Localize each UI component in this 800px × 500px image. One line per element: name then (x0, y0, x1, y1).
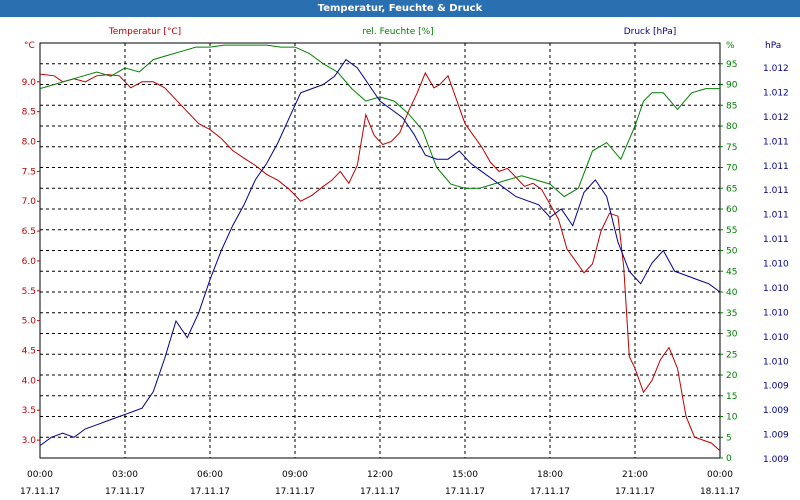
humidity-unit: % (726, 41, 735, 51)
x-tick-date: 18.11.17 (700, 487, 740, 497)
x-tick-time: 15:00 (452, 470, 478, 480)
humidity-tick-label: 25 (726, 350, 737, 360)
x-tick-date: 17.11.17 (275, 487, 315, 497)
humidity-tick-label: 50 (726, 247, 738, 257)
temperature-tick-label: 6.0 (22, 257, 37, 267)
pressure-tick-label: 1.010 (763, 357, 789, 367)
humidity-tick-label: 40 (726, 288, 738, 298)
temperature-tick-label: 5.0 (22, 317, 37, 327)
chart-title: Temperatur, Feuchte & Druck (0, 0, 800, 17)
pressure-tick-label: 1.010 (763, 260, 789, 270)
x-tick-time: 03:00 (112, 470, 138, 480)
temperature-tick-label: 4.0 (22, 376, 37, 386)
x-tick-time: 00:00 (707, 470, 733, 480)
grid-lines (40, 43, 720, 458)
series-line-temperature (39, 71, 721, 452)
pressure-tick-label: 1.011 (763, 186, 789, 196)
x-tick-time: 21:00 (622, 470, 648, 480)
pressure-tick-label: 1.009 (763, 406, 789, 416)
x-tick-date: 17.11.17 (105, 487, 145, 497)
temperature-unit: °C (24, 41, 35, 51)
humidity-tick-label: 65 (726, 184, 737, 194)
humidity-tick-label: 0 (726, 454, 732, 464)
humidity-tick-label: 30 (726, 330, 738, 340)
x-tick-time: 12:00 (367, 470, 393, 480)
pressure-axis: 1.012 1.012 1.012 1.011 1.011 1.011 1.011 1.011… (763, 41, 789, 465)
x-tick-date: 17.11.17 (20, 487, 60, 497)
pressure-tick-label: 1.011 (763, 137, 789, 147)
humidity-axis: 0 5 10 15 20 25 30 35 40 45 50 55 60 65 70 75 80 85 90 95% (720, 41, 738, 464)
x-tick-date: 17.11.17 (530, 487, 570, 497)
temperature-axis: 3.0 3.5 4.0 4.5 5.0 5.5 6.0 6.5 7.0 7.5 8.0 8.5 9.0 °… (22, 41, 40, 446)
legend-temperature: Temperatur [°C] (108, 27, 181, 37)
x-axis: 00:00 17.11.17 03:00 17.11.17 06:00 17.11.17 0… (20, 470, 740, 497)
legend-pressure: Druck [hPa] (624, 27, 677, 37)
pressure-unit: hPa (765, 41, 781, 51)
x-tick-date: 17.11.17 (360, 487, 400, 497)
humidity-tick-label: 20 (726, 371, 738, 381)
pressure-tick-label: 1.011 (763, 235, 789, 245)
temperature-tick-label: 4.5 (22, 347, 36, 357)
humidity-tick-label: 95 (726, 60, 737, 70)
temperature-tick-label: 7.5 (22, 167, 36, 177)
x-tick-date: 17.11.17 (445, 487, 485, 497)
temperature-tick-label: 6.5 (22, 227, 36, 237)
humidity-tick-label: 90 (726, 81, 738, 91)
x-tick-date: 17.11.17 (615, 487, 655, 497)
pressure-tick-label: 1.012 (763, 88, 789, 98)
temperature-tick-label: 7.0 (22, 197, 37, 207)
series-line-humidity (39, 44, 720, 198)
chart-area: 00:00 17.11.17 03:00 17.11.17 06:00 17.11.17 0… (20, 27, 789, 497)
pressure-tick-label: 1.009 (763, 431, 789, 441)
humidity-tick-label: 35 (726, 309, 737, 319)
pressure-tick-label: 1.011 (763, 211, 789, 221)
legend-humidity: rel. Feuchte [%] (362, 27, 433, 37)
series-line-pressure (39, 58, 721, 447)
series-lines (39, 44, 721, 452)
temperature-tick-label: 9.0 (22, 78, 37, 88)
x-tick-time: 00:00 (27, 470, 53, 480)
pressure-tick-label: 1.011 (763, 162, 789, 172)
humidity-tick-label: 85 (726, 101, 737, 111)
temperature-tick-label: 3.5 (22, 406, 36, 416)
x-tick-date: 17.11.17 (190, 487, 230, 497)
pressure-tick-label: 1.012 (763, 64, 789, 74)
x-tick-time: 09:00 (282, 470, 308, 480)
pressure-tick-label: 1.010 (763, 333, 789, 343)
humidity-tick-label: 70 (726, 164, 738, 174)
humidity-tick-label: 60 (726, 205, 738, 215)
humidity-tick-label: 10 (726, 413, 738, 423)
humidity-tick-label: 75 (726, 143, 737, 153)
pressure-tick-label: 1.009 (763, 382, 789, 392)
x-tick-time: 06:00 (197, 470, 223, 480)
pressure-tick-label: 1.009 (763, 455, 789, 465)
temperature-tick-label: 8.5 (22, 108, 36, 118)
humidity-tick-label: 5 (726, 433, 732, 443)
humidity-tick-label: 55 (726, 226, 737, 236)
pressure-tick-label: 1.012 (763, 113, 789, 123)
humidity-tick-label: 45 (726, 267, 737, 277)
x-tick-time: 18:00 (537, 470, 563, 480)
legend: Temperatur [°C] rel. Feuchte [%] Druck [hP… (108, 27, 676, 37)
temperature-tick-label: 8.0 (22, 138, 37, 148)
pressure-tick-label: 1.010 (763, 308, 789, 318)
temperature-tick-label: 5.5 (22, 287, 36, 297)
humidity-tick-label: 15 (726, 392, 737, 402)
humidity-tick-label: 80 (726, 122, 738, 132)
pressure-tick-label: 1.010 (763, 284, 789, 294)
temperature-tick-label: 3.0 (22, 436, 37, 446)
